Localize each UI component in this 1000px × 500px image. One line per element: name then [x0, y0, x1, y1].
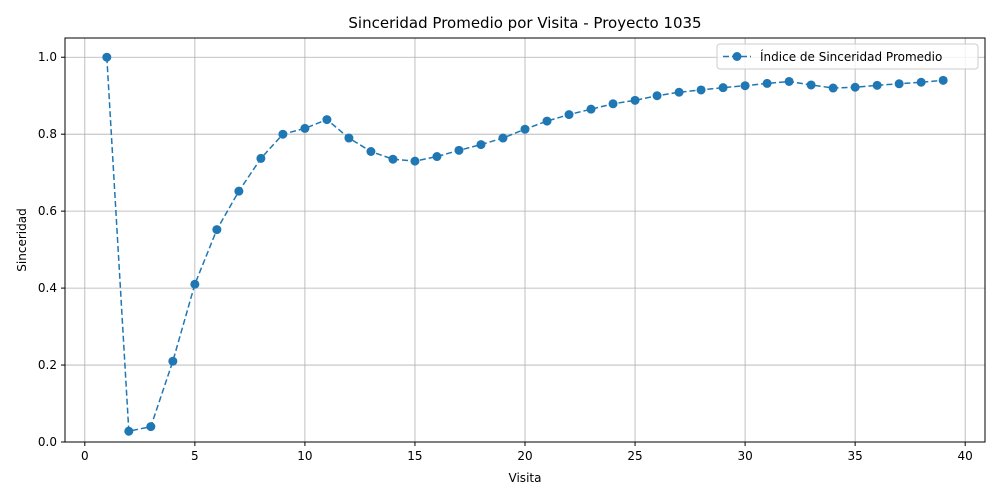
y-tick-label: 0.6 [38, 204, 57, 218]
y-tick-label: 1.0 [38, 50, 57, 64]
data-point [674, 87, 684, 97]
data-point [212, 225, 222, 235]
data-point [784, 76, 794, 86]
data-point [190, 279, 200, 289]
data-point [388, 154, 398, 164]
data-point [476, 140, 486, 150]
axis-ticks: 0 5 10 15 20 25 30 35 40 0.0 0.2 0.4 0.6 0.8 1.0 [38, 50, 973, 463]
data-point [916, 77, 926, 87]
x-tick-label: 25 [627, 449, 642, 463]
data-point [124, 426, 134, 436]
data-point [168, 356, 178, 366]
y-tick-label: 0.0 [38, 435, 57, 449]
data-point [894, 79, 904, 89]
legend: Índice de Sinceridad Promedio [716, 43, 979, 70]
x-tick-label: 35 [848, 449, 863, 463]
data-point [828, 83, 838, 93]
data-point [718, 83, 728, 93]
data-point [300, 123, 310, 133]
x-tick-label: 15 [407, 449, 422, 463]
data-point [630, 95, 640, 105]
data-point [234, 186, 244, 196]
data-point [564, 110, 574, 120]
data-point [366, 147, 376, 157]
data-point [938, 75, 948, 85]
grid-lines [65, 38, 985, 443]
x-tick-label: 30 [737, 449, 752, 463]
legend-box [716, 43, 979, 70]
data-point [586, 104, 596, 114]
data-point [102, 52, 112, 62]
chart-title: Sinceridad Promedio por Visita - Proyect… [348, 14, 701, 32]
y-tick-label: 0.2 [38, 358, 57, 372]
y-axis-label: Sinceridad [15, 208, 29, 271]
data-point [410, 156, 420, 166]
data-point [542, 116, 552, 126]
legend-entry-label: Índice de Sinceridad Promedio [760, 49, 942, 64]
x-tick-label: 10 [297, 449, 312, 463]
data-point [454, 145, 464, 155]
data-point [278, 129, 288, 139]
y-tick-label: 0.8 [38, 127, 57, 141]
data-point [740, 81, 750, 91]
data-series [102, 52, 948, 436]
x-tick-label: 5 [191, 449, 199, 463]
x-axis-label: Visita [509, 471, 542, 485]
data-point [850, 82, 860, 92]
data-point [806, 80, 816, 90]
data-point [432, 152, 442, 162]
x-tick-label: 40 [958, 449, 973, 463]
legend-marker-swatch [732, 52, 742, 61]
x-tick-label: 0 [81, 449, 89, 463]
data-point [696, 85, 706, 95]
data-point [762, 78, 772, 88]
data-point [256, 153, 266, 163]
y-tick-label: 0.4 [38, 281, 57, 295]
data-point [146, 422, 156, 432]
x-tick-label: 20 [517, 449, 532, 463]
data-point [520, 124, 530, 134]
data-point [322, 115, 332, 125]
data-point [652, 91, 662, 101]
data-point [608, 99, 618, 109]
data-point [344, 133, 354, 143]
data-point [872, 80, 882, 90]
data-point [498, 133, 508, 143]
